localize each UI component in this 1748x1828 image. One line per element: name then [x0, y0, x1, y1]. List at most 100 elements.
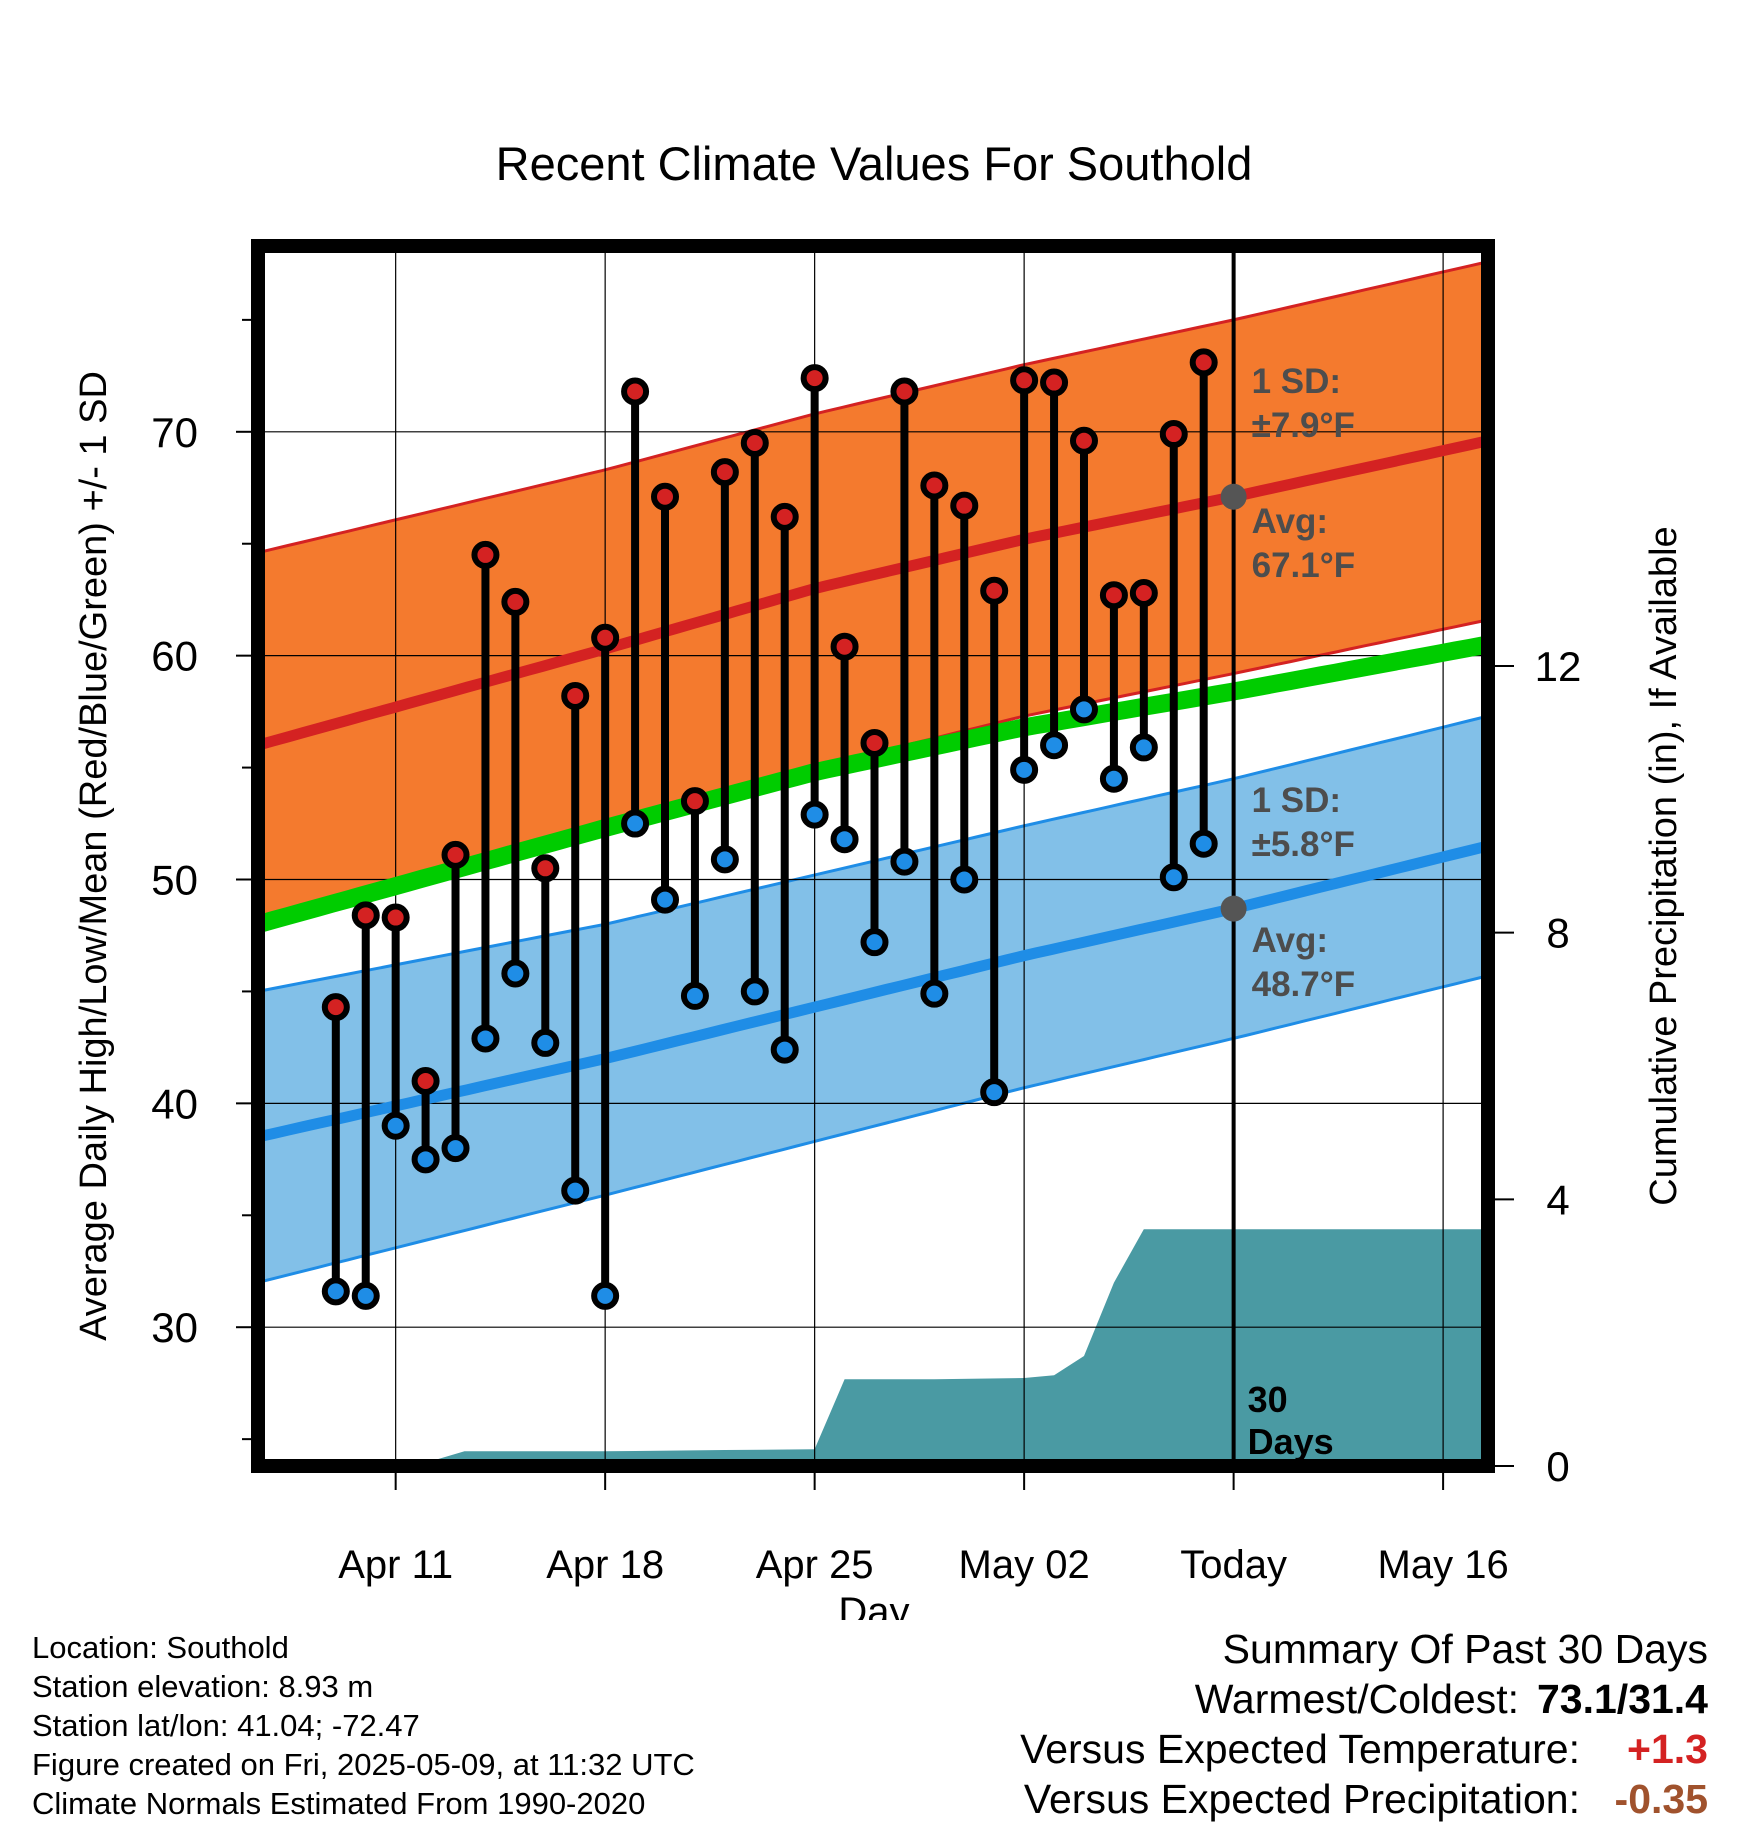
daily-low-point: [651, 885, 680, 914]
normal-annotation: Avg:: [1252, 502, 1328, 541]
low-avg-line: [258, 841, 1487, 1143]
high-sd-upper-edge: [258, 260, 1486, 555]
daily-low-point: [561, 1176, 590, 1205]
y2-tick-label: 8: [1546, 910, 1569, 957]
daily-high-point: [651, 482, 680, 511]
daily-high-point: [411, 1066, 440, 1095]
daily-high-point: [920, 471, 949, 500]
x-tick-label: Apr 18: [546, 1543, 664, 1587]
y-tick-label: 30: [151, 1304, 198, 1351]
daily-low-point: [800, 800, 829, 829]
daily-high-point: [1189, 348, 1218, 377]
daily-high-point: [441, 840, 470, 869]
normal-annotation: ±7.9°F: [1252, 406, 1355, 445]
y2-tick-label: 4: [1546, 1176, 1569, 1223]
daily-low-point: [441, 1134, 470, 1163]
warmest-coldest-label: Warmest/Coldest:: [1194, 1676, 1519, 1722]
today-high-normal-dot: [1220, 483, 1247, 510]
daily-low-point: [920, 979, 949, 1008]
daily-high-point: [351, 901, 380, 930]
daily-low-point: [1040, 731, 1069, 760]
latlon-text: Station lat/lon: 41.04; -72.47: [32, 1708, 420, 1743]
daily-low-point: [1069, 695, 1098, 724]
daily-high-point: [1010, 366, 1039, 395]
y2-axis-label: Cumulative Precipitation (in), If Availa…: [1643, 526, 1685, 1205]
x-tick-label: Today: [1180, 1543, 1287, 1587]
x-tick-label: Apr 25: [756, 1543, 874, 1587]
normals-period-text: Climate Normals Estimated From 1990-2020: [32, 1786, 646, 1821]
warmest-coldest-value: 73.1/31.4: [1537, 1676, 1708, 1722]
daily-high-point: [950, 491, 979, 520]
days-label-word: Days: [1248, 1421, 1334, 1462]
annotations-layer: 1 SD: ±7.9°F Avg: 67.1°F 1 SD: ±5.8°F Avg: 48.7…: [1252, 362, 1356, 1004]
x-axis-label: Day: [838, 1590, 909, 1620]
daily-low-point: [621, 809, 650, 838]
y2-tick-label: 0: [1546, 1443, 1569, 1490]
chart-title: Recent Climate Values For Southold: [496, 137, 1253, 190]
daily-high-point: [1040, 368, 1069, 397]
daily-low-point: [1129, 733, 1158, 762]
daily-high-point: [830, 632, 859, 661]
climate-chart: Recent Climate Values For Southold 30Day…: [73, 137, 1685, 1620]
daily-low-point: [860, 928, 889, 957]
daily-low-point: [411, 1145, 440, 1174]
plot-frame: [251, 239, 1495, 1473]
daily-high-point: [680, 787, 709, 816]
summary-title: Summary Of Past 30 Days: [1222, 1626, 1708, 1672]
daily-high-point: [1099, 581, 1128, 610]
daily-high-point: [321, 993, 350, 1022]
daily-low-point: [1159, 863, 1188, 892]
x-tick-label: May 16: [1378, 1543, 1509, 1587]
normal-annotation: ±5.8°F: [1252, 825, 1355, 864]
summary-warmest-coldest: Warmest/Coldest: 73.1/31.4: [1020, 1674, 1708, 1724]
daily-high-point: [531, 854, 560, 883]
y-tick-label: 60: [151, 633, 198, 680]
daily-high-point: [890, 377, 919, 406]
summary-precipitation: Versus Expected Precipitation: -0.35: [1020, 1774, 1708, 1824]
daily-low-point: [830, 825, 859, 854]
precip-value: -0.35: [1614, 1776, 1708, 1822]
daily-low-point: [591, 1281, 620, 1310]
daily-low-point: [1099, 764, 1128, 793]
elevation-text: Station elevation: 8.93 m: [32, 1669, 374, 1704]
daily-low-point: [1010, 755, 1039, 784]
daily-high-point: [860, 728, 889, 757]
daily-high-point: [381, 903, 410, 932]
daily-high-point: [710, 458, 739, 487]
daily-low-point: [890, 847, 919, 876]
daily-low-point: [680, 981, 709, 1010]
daily-high-point: [591, 623, 620, 652]
daily-low-point: [381, 1111, 410, 1140]
x-tick-label: May 02: [959, 1543, 1090, 1587]
normal-annotation: 1 SD:: [1252, 781, 1341, 820]
daily-high-point: [621, 377, 650, 406]
location-text: Location: Southold: [32, 1630, 289, 1665]
daily-high-point: [980, 576, 1009, 605]
daily-high-point: [1159, 420, 1188, 449]
daily-low-point: [710, 845, 739, 874]
daily-low-point: [770, 1035, 799, 1064]
y-axis-label: Average Daily High/Low/Mean (Red/Blue/Gr…: [73, 371, 115, 1341]
daily-low-point: [471, 1024, 500, 1053]
high-avg-line: [258, 436, 1487, 751]
precip-label: Versus Expected Precipitation:: [1023, 1776, 1580, 1822]
daily-high-point: [740, 428, 769, 457]
daily-low-point: [950, 865, 979, 894]
daily-high-point: [501, 587, 530, 616]
y-tick-label: 50: [151, 857, 198, 904]
y-tick-label: 40: [151, 1080, 198, 1127]
station-info: Location: Southold Station elevation: 8.…: [32, 1628, 695, 1823]
days-label-number: 30: [1248, 1379, 1288, 1420]
daily-low-point: [501, 959, 530, 988]
normal-annotation: 1 SD:: [1252, 362, 1341, 401]
y2-tick-label: 12: [1535, 643, 1582, 690]
today-low-normal-dot: [1220, 895, 1247, 922]
daily-low-point: [321, 1277, 350, 1306]
daily-low-point: [980, 1078, 1009, 1107]
y-tick-label: 70: [151, 409, 198, 456]
summary-temperature: Versus Expected Temperature: +1.3: [1020, 1724, 1708, 1774]
normal-annotation: 48.7°F: [1252, 965, 1356, 1004]
precipitation-layer: [350, 1229, 1488, 1466]
